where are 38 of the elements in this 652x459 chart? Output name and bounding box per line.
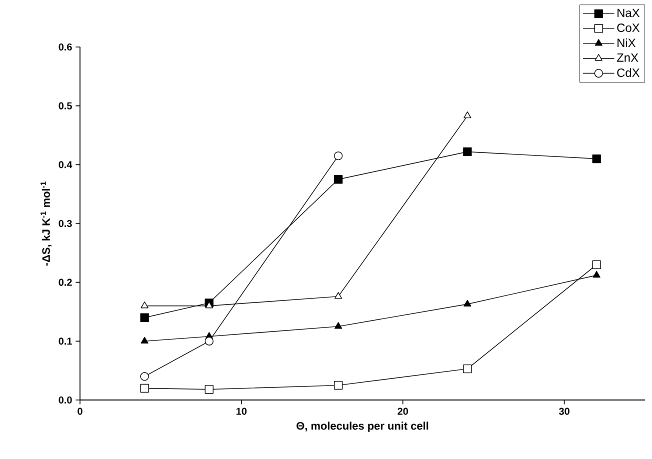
point (334, 175, 343, 184)
point (334, 292, 342, 299)
point (334, 152, 343, 160)
point (464, 300, 472, 306)
point (334, 322, 342, 329)
x-tick-label: 30 (558, 408, 570, 415)
point (592, 154, 601, 164)
point (140, 384, 149, 393)
legend-label: ZnX (616, 53, 638, 62)
y-tick-label: 0.0 (58, 396, 72, 404)
y-tick-label: 0.1 (58, 338, 72, 345)
point (205, 302, 213, 308)
point (140, 372, 149, 381)
legend-label: CoX (617, 24, 640, 32)
y-axis-title: -ΔS, kJ K$^{-1}$ mol$^{-1}$ (40, 182, 52, 266)
legend-label: CdX (617, 68, 640, 77)
point (140, 302, 148, 308)
x-tick-label: 10 (236, 408, 247, 415)
y-tick-label: 0.2 (58, 278, 72, 286)
point (592, 260, 601, 270)
point (204, 336, 214, 346)
y-tick-label: 0.6 (58, 43, 72, 51)
x-tick-label: 20 (398, 408, 408, 415)
x-axis-title: Θ, molecules per unit cell (296, 422, 428, 432)
point (463, 364, 472, 374)
y-tick-label: 0.5 (58, 102, 72, 110)
point (334, 380, 343, 390)
point (140, 336, 148, 344)
legend-label: NaX (618, 8, 640, 18)
point (463, 147, 472, 156)
point (140, 313, 149, 322)
point (592, 270, 600, 278)
x-tick-label: 0 (78, 408, 82, 415)
y-tick-label: 0.4 (58, 161, 72, 168)
point (204, 385, 214, 394)
point (464, 112, 472, 118)
y-tick-label: 0.3 (58, 220, 72, 228)
legend-label: NiX (618, 38, 636, 48)
